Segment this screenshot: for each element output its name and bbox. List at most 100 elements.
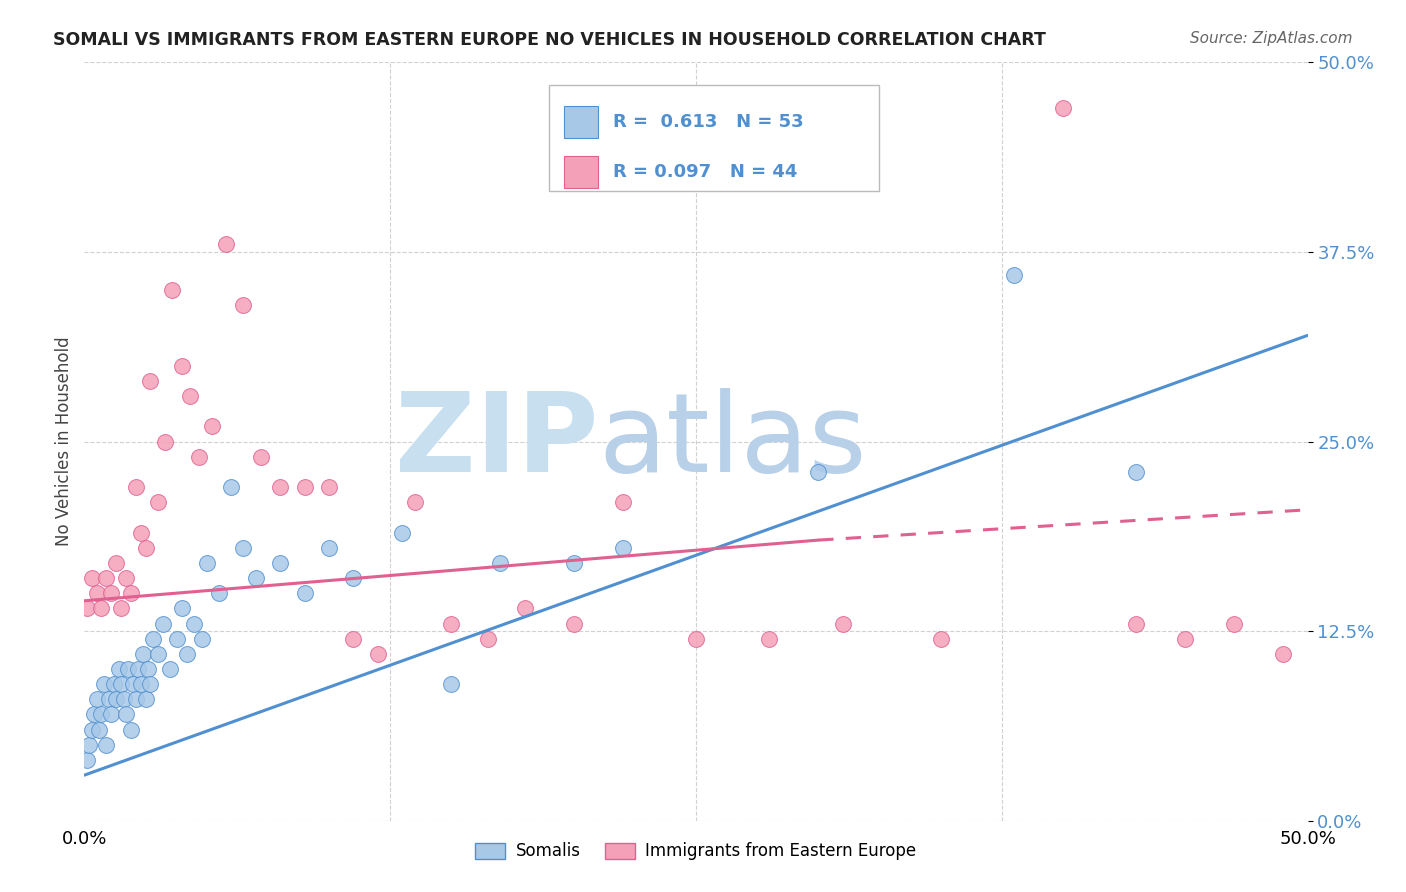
Point	[107, 662, 129, 676]
Point	[115, 707, 138, 722]
Point	[80, 723, 103, 737]
Point	[1125, 465, 1147, 479]
Point	[80, 571, 103, 585]
Point	[208, 586, 231, 600]
Point	[146, 647, 169, 661]
Point	[90, 601, 112, 615]
Point	[269, 480, 291, 494]
Point	[562, 556, 585, 570]
Point	[117, 662, 139, 676]
Point	[127, 662, 149, 676]
Point	[179, 389, 201, 403]
Point	[1174, 632, 1197, 646]
Point	[249, 450, 271, 464]
Point	[93, 677, 115, 691]
Point	[96, 738, 118, 752]
Point	[318, 480, 340, 494]
Point	[153, 434, 176, 449]
Point	[129, 525, 152, 540]
Point	[440, 616, 463, 631]
Point	[146, 495, 169, 509]
Point	[489, 556, 512, 570]
Point	[245, 571, 267, 585]
Point	[404, 495, 426, 509]
Point	[103, 677, 125, 691]
Text: SOMALI VS IMMIGRANTS FROM EASTERN EUROPE NO VEHICLES IN HOUSEHOLD CORRELATION CH: SOMALI VS IMMIGRANTS FROM EASTERN EUROPE…	[53, 31, 1046, 49]
Point	[83, 707, 105, 722]
Point	[100, 707, 122, 722]
Point	[122, 677, 145, 691]
Point	[1052, 101, 1074, 115]
Point	[129, 677, 152, 691]
Point	[183, 616, 205, 631]
Point	[929, 632, 952, 646]
Point	[162, 283, 184, 297]
Point	[100, 586, 122, 600]
Point	[195, 556, 218, 570]
Point	[166, 632, 188, 646]
Point	[110, 601, 132, 615]
FancyBboxPatch shape	[550, 85, 880, 191]
Point	[135, 692, 157, 706]
Point	[120, 586, 142, 600]
Point	[318, 541, 340, 555]
Point	[1002, 268, 1025, 282]
Point	[1272, 647, 1295, 661]
Point	[76, 601, 98, 615]
Bar	[564, 156, 598, 187]
Point	[176, 647, 198, 661]
Legend: Somalis, Immigrants from Eastern Europe: Somalis, Immigrants from Eastern Europe	[468, 836, 924, 867]
Point	[562, 616, 585, 631]
Point	[172, 601, 194, 615]
Point	[367, 647, 389, 661]
Point	[105, 692, 128, 706]
Point	[76, 753, 98, 767]
Bar	[564, 106, 598, 138]
Point	[86, 586, 108, 600]
Point	[200, 419, 222, 434]
Point	[125, 692, 148, 706]
Point	[97, 692, 120, 706]
Point	[112, 692, 135, 706]
Point	[831, 616, 853, 631]
Point	[1223, 616, 1246, 631]
Point	[152, 616, 174, 631]
Point	[215, 237, 238, 252]
Point	[219, 480, 242, 494]
Point	[807, 465, 830, 479]
Point	[342, 632, 364, 646]
Point	[125, 480, 148, 494]
Point	[477, 632, 499, 646]
Point	[232, 541, 254, 555]
Y-axis label: No Vehicles in Household: No Vehicles in Household	[55, 336, 73, 547]
Point	[440, 677, 463, 691]
Point	[612, 495, 634, 509]
Point	[1125, 616, 1147, 631]
Text: atlas: atlas	[598, 388, 866, 495]
Point	[90, 707, 112, 722]
Point	[139, 374, 162, 388]
Point	[612, 541, 634, 555]
Point	[120, 723, 142, 737]
Point	[96, 571, 118, 585]
Point	[132, 647, 155, 661]
Point	[139, 677, 162, 691]
Point	[110, 677, 132, 691]
Point	[188, 450, 211, 464]
Text: ZIP: ZIP	[395, 388, 598, 495]
Point	[758, 632, 780, 646]
Text: R =  0.613   N = 53: R = 0.613 N = 53	[613, 113, 803, 131]
Point	[105, 556, 128, 570]
Point	[159, 662, 181, 676]
Point	[142, 632, 165, 646]
Point	[191, 632, 214, 646]
Point	[77, 738, 100, 752]
Point	[232, 298, 254, 312]
Point	[115, 571, 138, 585]
Point	[391, 525, 413, 540]
Text: Source: ZipAtlas.com: Source: ZipAtlas.com	[1189, 31, 1353, 46]
Point	[135, 541, 157, 555]
Point	[513, 601, 536, 615]
Point	[342, 571, 364, 585]
Point	[685, 632, 707, 646]
